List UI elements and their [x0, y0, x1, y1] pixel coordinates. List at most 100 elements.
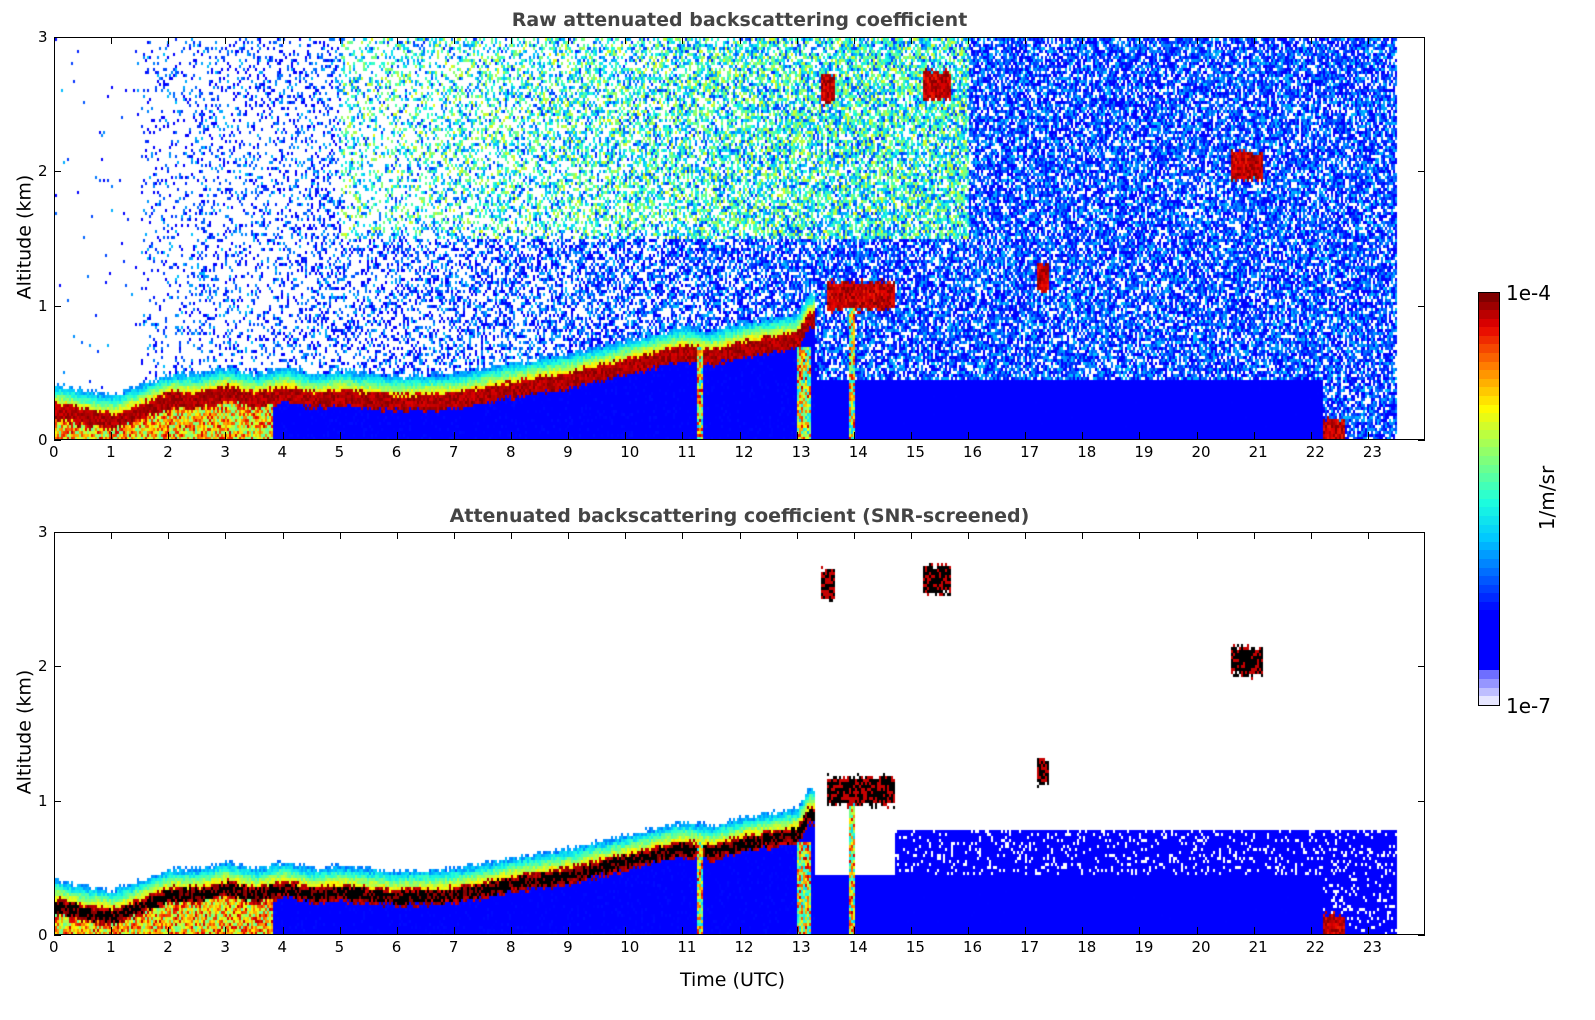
x-tick-mark [54, 37, 55, 44]
x-tick-label: 7 [448, 938, 459, 956]
y-tick-mark [1418, 305, 1425, 307]
x-tick-label: 8 [506, 938, 516, 956]
x-tick-mark [910, 432, 912, 439]
x-tick-mark [54, 432, 55, 439]
x-tick-mark [682, 532, 684, 539]
x-tick-mark [1196, 37, 1198, 44]
colorbar-segment [1479, 636, 1499, 645]
y-tick-mark [1418, 800, 1425, 802]
y-tick-label: 1 [38, 296, 48, 315]
colorbar-segment [1479, 490, 1499, 499]
colorbar-segment [1479, 661, 1499, 671]
x-tick-mark [168, 432, 170, 439]
x-tick-label: 5 [334, 443, 345, 461]
x-tick-mark [853, 927, 855, 934]
x-tick-label: 12 [734, 443, 754, 461]
x-tick-label: 16 [963, 443, 983, 461]
x-tick-mark [282, 432, 284, 439]
x-tick-label: 10 [620, 443, 640, 461]
colorbar-segment [1479, 301, 1499, 311]
x-tick-label: 5 [334, 938, 345, 956]
x-tick-mark [1082, 432, 1084, 439]
x-tick-label: 20 [1191, 938, 1211, 956]
colorbar-segment [1479, 361, 1499, 371]
top-chart-title: Raw attenuated backscattering coefficien… [511, 9, 968, 31]
x-tick-mark [1082, 927, 1084, 934]
y-tick-mark [54, 935, 61, 936]
x-tick-mark [739, 927, 741, 934]
x-tick-mark [168, 927, 170, 934]
x-tick-mark [1025, 432, 1027, 439]
x-tick-mark [796, 432, 798, 439]
x-axis-label: Time (UTC) [680, 969, 786, 991]
colorbar-unit-label: 1/m/sr [1535, 465, 1560, 531]
x-tick-mark [853, 37, 855, 44]
x-tick-mark [1139, 927, 1141, 934]
colorbar-segment [1479, 421, 1499, 431]
x-tick-mark [1367, 37, 1369, 44]
x-tick-mark [339, 37, 341, 44]
x-tick-label: 10 [620, 938, 640, 956]
top-y-axis-label: Altitude (km) [13, 174, 36, 300]
colorbar-segment [1479, 679, 1499, 688]
colorbar-segment [1479, 353, 1499, 362]
y-tick-mark [1418, 440, 1425, 441]
x-tick-label: 0 [49, 938, 59, 956]
x-tick-label: 18 [1077, 443, 1097, 461]
x-tick-mark [225, 532, 227, 539]
x-tick-mark [796, 927, 798, 934]
colorbar-segment [1479, 378, 1499, 388]
x-tick-mark [1196, 532, 1198, 539]
colorbar-segment [1479, 447, 1499, 456]
x-tick-mark [111, 432, 113, 439]
x-tick-label: 17 [1020, 443, 1040, 461]
x-tick-mark [796, 532, 798, 539]
colorbar-segment [1479, 576, 1499, 585]
x-tick-mark [339, 532, 341, 539]
x-tick-mark [910, 927, 912, 934]
top-plot-area [54, 37, 1425, 440]
x-tick-mark [1367, 432, 1369, 439]
colorbar-segment [1479, 507, 1499, 517]
x-tick-mark [54, 927, 55, 934]
y-tick-mark [54, 171, 61, 173]
colorbar-segment [1479, 395, 1499, 405]
x-tick-mark [968, 432, 969, 439]
x-tick-mark [111, 927, 113, 934]
x-tick-mark [282, 37, 284, 44]
y-tick-mark [54, 305, 61, 307]
colorbar-segment [1479, 404, 1499, 414]
colorbar-segment [1479, 413, 1499, 422]
x-tick-label: 4 [277, 443, 288, 461]
bottom-y-axis-label: Altitude (km) [13, 669, 36, 795]
x-tick-mark [1253, 432, 1255, 439]
colorbar-segment [1479, 610, 1499, 619]
x-tick-mark [1253, 532, 1255, 539]
x-tick-label: 21 [1248, 938, 1268, 956]
x-tick-label: 8 [506, 443, 516, 461]
y-tick-label: 3 [38, 523, 48, 541]
colorbar-segment [1479, 344, 1499, 354]
colorbar-segment [1479, 541, 1499, 551]
x-tick-mark [568, 532, 570, 539]
colorbar-segment [1479, 327, 1499, 336]
x-tick-mark [511, 37, 512, 44]
colorbar-segment [1479, 687, 1499, 697]
x-tick-mark [625, 37, 627, 44]
x-tick-mark [1082, 37, 1084, 44]
x-tick-label: 14 [848, 938, 868, 956]
x-tick-mark [1196, 432, 1198, 439]
x-tick-mark [1025, 37, 1027, 44]
y-tick-label: 1 [38, 791, 48, 810]
colorbar-segment [1479, 498, 1499, 508]
bottom-plot-area [54, 532, 1425, 935]
x-tick-mark [739, 532, 741, 539]
x-tick-mark [1139, 532, 1141, 539]
x-tick-label: 1 [106, 938, 116, 956]
x-tick-label: 6 [391, 443, 402, 461]
x-tick-label: 0 [49, 443, 59, 461]
x-tick-label: 12 [734, 938, 754, 956]
colorbar-segment [1479, 481, 1499, 491]
x-tick-mark [968, 37, 969, 44]
x-tick-label: 19 [1134, 443, 1154, 461]
